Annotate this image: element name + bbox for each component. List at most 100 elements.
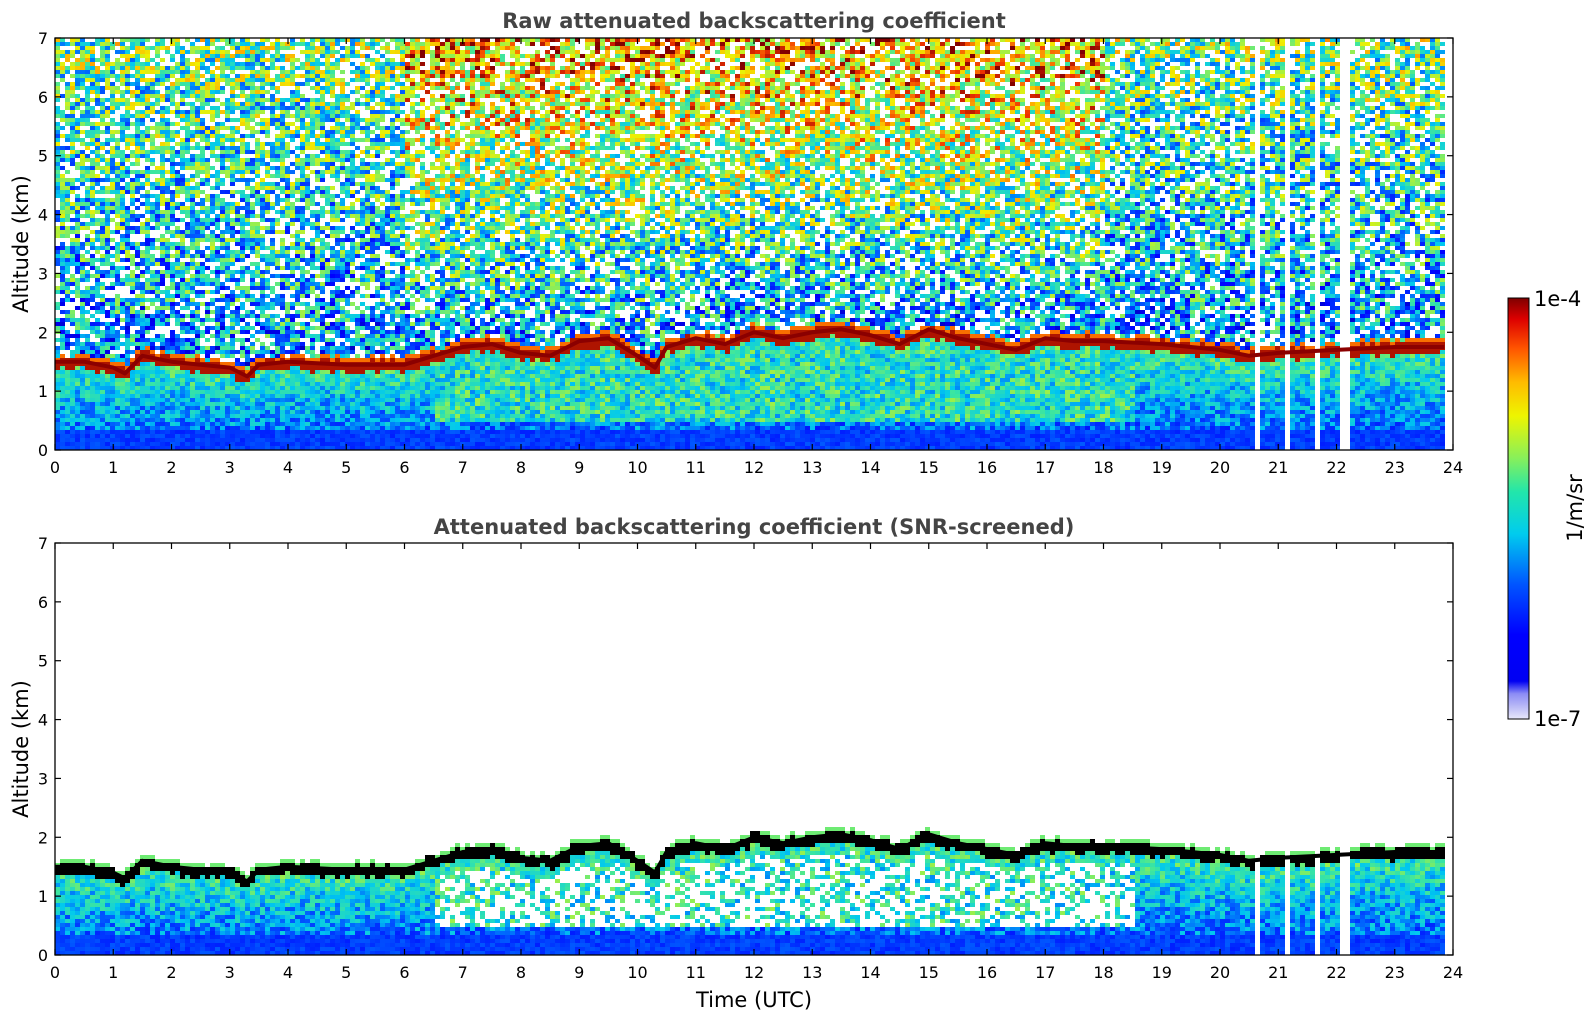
heat-cell	[200, 166, 205, 170]
heat-cell	[120, 282, 125, 286]
heat-cell	[125, 318, 130, 322]
heat-cell	[200, 122, 205, 126]
heat-cell	[260, 198, 265, 202]
heat-cell	[335, 394, 340, 398]
heat-cell	[225, 418, 230, 422]
heat-cell	[290, 274, 295, 278]
heat-cell	[240, 102, 245, 106]
heat-cell	[270, 370, 275, 374]
heat-cell	[300, 146, 305, 150]
heat-cell	[255, 114, 260, 118]
heat-cell	[225, 98, 230, 102]
heat-cell	[185, 126, 190, 130]
heat-cell	[80, 430, 85, 434]
heat-cell	[170, 330, 175, 334]
heat-cell	[300, 310, 305, 314]
heat-cell	[180, 202, 185, 206]
heat-cell	[145, 238, 150, 242]
heat-cell	[265, 434, 270, 438]
heat-cell	[190, 442, 195, 446]
heat-cell	[200, 378, 205, 382]
heat-cell	[265, 166, 270, 170]
heat-cell	[310, 402, 315, 406]
heat-cell	[95, 306, 100, 310]
heat-cell	[320, 174, 325, 178]
heat-cell	[265, 218, 270, 222]
heat-cell	[275, 254, 280, 258]
heat-cell	[75, 202, 80, 206]
heat-cell	[305, 258, 310, 262]
heat-cell	[145, 438, 150, 442]
heat-cell	[285, 114, 290, 118]
heat-cell	[265, 82, 270, 86]
heat-cell	[180, 98, 185, 102]
heat-cell	[300, 334, 305, 338]
heat-cell	[195, 398, 200, 402]
heat-cell	[305, 366, 310, 370]
heat-cell	[125, 434, 130, 438]
heat-cell	[220, 90, 225, 94]
heat-cell	[90, 418, 95, 422]
heat-cell	[270, 426, 275, 430]
heat-cell	[300, 370, 305, 374]
heat-cell	[275, 414, 280, 418]
heat-cell	[310, 326, 315, 330]
heat-cell	[65, 378, 70, 382]
heat-cell	[170, 414, 175, 418]
heat-cell	[145, 410, 150, 414]
heat-cell	[110, 382, 115, 386]
heat-cell	[110, 270, 115, 274]
heat-cell	[130, 42, 135, 46]
heat-cell	[300, 346, 305, 350]
heat-cell	[300, 162, 305, 166]
heat-cell	[145, 262, 150, 266]
heat-cell	[100, 186, 105, 190]
heat-cell	[210, 402, 215, 406]
heat-cell	[315, 58, 320, 62]
heat-cell	[280, 138, 285, 142]
heat-cell	[220, 254, 225, 258]
heat-cell	[135, 94, 140, 98]
heat-cell	[240, 274, 245, 278]
heat-cell	[115, 230, 120, 234]
heat-cell	[150, 254, 155, 258]
heat-cell	[290, 398, 295, 402]
heat-cell	[305, 378, 310, 382]
heat-cell	[210, 230, 215, 234]
heat-cell	[175, 294, 180, 298]
heat-cell	[220, 214, 225, 218]
heat-cell	[85, 394, 90, 398]
heat-cell	[305, 166, 310, 170]
heat-cell	[105, 206, 110, 210]
heat-cell	[295, 394, 300, 398]
heat-cell	[135, 50, 140, 54]
heat-cell	[200, 422, 205, 426]
heat-cell	[110, 150, 115, 154]
heat-cell	[295, 442, 300, 446]
heat-cell	[240, 278, 245, 282]
heat-cell	[340, 94, 345, 98]
heat-cell	[225, 394, 230, 398]
heat-cell	[330, 230, 335, 234]
heat-cell	[65, 90, 70, 94]
heat-cell	[135, 134, 140, 138]
heat-cell	[235, 218, 240, 222]
heat-cell	[330, 194, 335, 198]
heat-cell	[230, 378, 235, 382]
heat-cell	[60, 182, 65, 186]
heat-cell	[150, 46, 155, 50]
heat-cell	[65, 146, 70, 150]
heat-cell	[90, 350, 95, 354]
heat-cell	[230, 342, 235, 346]
heat-cell	[135, 114, 140, 118]
heat-cell	[60, 258, 65, 262]
heat-cell	[255, 238, 260, 242]
heat-cell	[185, 418, 190, 422]
heat-cell	[60, 410, 65, 414]
heat-cell	[55, 66, 60, 70]
heat-cell	[315, 298, 320, 302]
heat-cell	[330, 250, 335, 254]
heat-cell	[135, 298, 140, 302]
heat-cell	[80, 366, 85, 370]
heat-cell	[295, 286, 300, 290]
